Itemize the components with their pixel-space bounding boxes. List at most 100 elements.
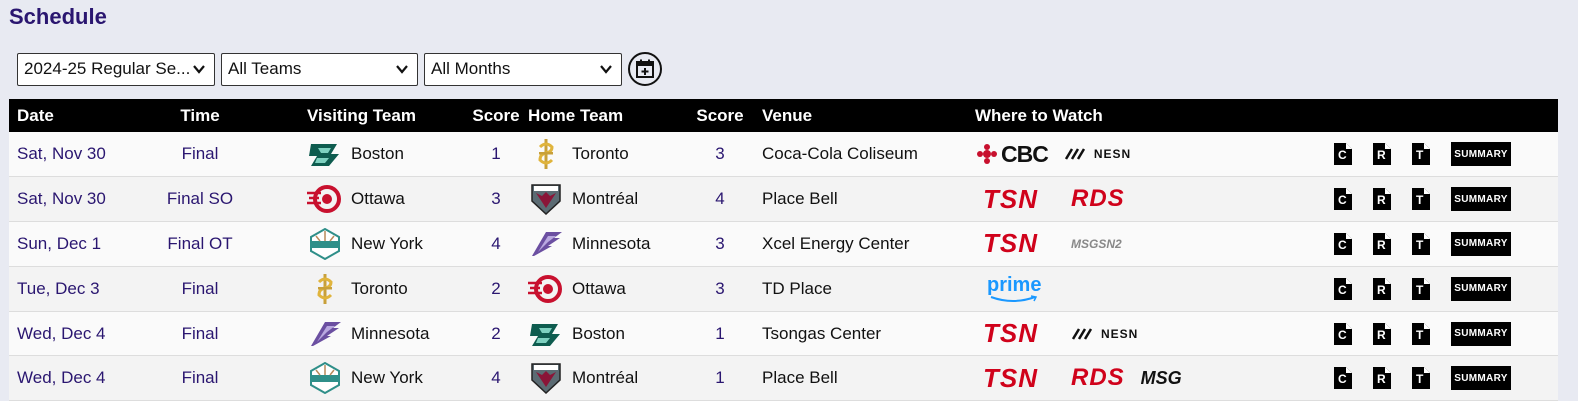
visiting-team[interactable]: New York (254, 362, 464, 395)
header-venue[interactable]: Venue (762, 105, 813, 125)
report-c-icon[interactable]: C (1334, 367, 1352, 390)
report-c-icon[interactable]: C (1334, 188, 1352, 211)
add-to-calendar-button[interactable] (628, 52, 662, 86)
report-t-icon[interactable]: T (1412, 143, 1430, 166)
summary-button[interactable]: SUMMARY (1451, 142, 1511, 167)
game-actions: C R T SUMMARY (1334, 187, 1558, 212)
report-t-icon[interactable]: T (1412, 322, 1430, 345)
visitor-score: 3 (491, 189, 501, 209)
report-r-icon[interactable]: R (1373, 277, 1391, 300)
home-team[interactable]: Montréal (528, 362, 688, 395)
game-time[interactable]: Final (181, 144, 219, 164)
broadcaster-nesn-logo[interactable]: NESN (1071, 327, 1138, 341)
visiting-team-name: Toronto (351, 278, 408, 298)
report-t-icon[interactable]: T (1412, 232, 1430, 255)
game-actions: C R T SUMMARY (1334, 231, 1558, 256)
home-team[interactable]: Toronto (528, 138, 688, 170)
broadcaster-rds-logo[interactable]: RDS (1071, 364, 1125, 392)
report-r-letter: R (1377, 237, 1386, 252)
table-row: Sat, Nov 30 Final SO Ottawa 3 Montréal 4 Place… (9, 176, 1558, 222)
report-c-icon[interactable]: C (1334, 277, 1352, 300)
report-r-icon[interactable]: R (1373, 367, 1391, 390)
report-t-icon[interactable]: T (1412, 367, 1430, 390)
visitor-score: 4 (491, 368, 501, 388)
visiting-team[interactable]: Minnesota (254, 318, 464, 350)
game-time[interactable]: Final (181, 278, 219, 298)
game-time[interactable]: Final OT (167, 233, 233, 253)
ottawa-logo (528, 273, 572, 305)
ottawa-logo (307, 183, 351, 215)
report-r-icon[interactable]: R (1373, 232, 1391, 255)
summary-button[interactable]: SUMMARY (1451, 187, 1511, 212)
boston-logo (528, 318, 572, 350)
game-date: Sat, Nov 30 (17, 189, 106, 209)
game-actions: C R T SUMMARY (1334, 142, 1558, 167)
home-team[interactable]: Montréal (528, 183, 688, 216)
broadcaster-cbc-logo[interactable]: CBC (975, 140, 1049, 168)
game-date: Wed, Dec 4 (17, 368, 106, 388)
report-r-letter: R (1377, 282, 1386, 297)
visiting-team[interactable]: Toronto (254, 273, 464, 305)
home-team[interactable]: Boston (528, 318, 688, 350)
toronto-logo (528, 138, 572, 170)
header-visiting-team[interactable]: Visiting Team (307, 105, 416, 125)
broadcaster-rds-logo[interactable]: RDS (1071, 185, 1125, 213)
where-to-watch: TSN NESN (975, 318, 1334, 349)
summary-button[interactable]: SUMMARY (1451, 276, 1511, 301)
broadcaster-msgsn2-logo[interactable]: MSGSN2 (1071, 236, 1122, 251)
summary-button[interactable]: SUMMARY (1451, 366, 1511, 391)
broadcaster-msg-logo[interactable]: MSG (1140, 367, 1182, 388)
table-header-row: Date Time Visiting Team Score Home Team … (9, 99, 1558, 132)
calendar-add-icon (636, 59, 654, 78)
summary-button[interactable]: SUMMARY (1451, 321, 1511, 346)
header-visitor-score[interactable]: Score (472, 105, 520, 125)
game-time[interactable]: Final SO (166, 189, 234, 209)
broadcaster-name: CBC (1001, 140, 1049, 167)
report-r-icon[interactable]: R (1373, 322, 1391, 345)
report-t-icon[interactable]: T (1412, 277, 1430, 300)
summary-button[interactable]: SUMMARY (1451, 231, 1511, 256)
filter-bar: 2024-25 Regular Se... All Teams All Mont… (17, 52, 662, 86)
visiting-team[interactable]: New York (254, 227, 464, 260)
venue: Coca-Cola Coliseum (762, 144, 918, 164)
game-time[interactable]: Final (181, 323, 219, 343)
minnesota-logo (528, 228, 572, 260)
header-home-score[interactable]: Score (696, 105, 744, 125)
table-row: Wed, Dec 4 Final Minnesota 2 Boston 1 Tsongas … (9, 311, 1558, 356)
chevron-down-icon (396, 65, 408, 74)
header-time[interactable]: Time (180, 105, 220, 125)
header-home-team[interactable]: Home Team (528, 105, 624, 125)
broadcaster-tsn-logo[interactable]: TSN (983, 228, 1038, 259)
game-time[interactable]: Final (181, 368, 219, 388)
report-c-icon[interactable]: C (1334, 143, 1352, 166)
broadcaster-tsn-logo[interactable]: TSN (983, 362, 1038, 393)
broadcaster-nesn-logo[interactable]: NESN (1064, 147, 1131, 161)
home-team[interactable]: Ottawa (528, 273, 688, 305)
visiting-team-name: New York (351, 233, 423, 253)
visiting-team[interactable]: Ottawa (254, 183, 464, 215)
report-c-letter: C (1338, 148, 1347, 163)
report-r-icon[interactable]: R (1373, 143, 1391, 166)
boston-logo (307, 138, 351, 170)
report-r-icon[interactable]: R (1373, 188, 1391, 211)
header-date[interactable]: Date (17, 105, 54, 125)
broadcaster-prime-logo[interactable]: prime (987, 275, 1041, 303)
report-c-letter: C (1338, 282, 1347, 297)
venue: Tsongas Center (762, 323, 882, 343)
report-c-letter: C (1338, 193, 1347, 208)
report-t-icon[interactable]: T (1412, 188, 1430, 211)
report-c-letter: C (1338, 327, 1347, 342)
broadcaster-name: NESN (1101, 326, 1139, 341)
report-r-letter: R (1377, 327, 1386, 342)
broadcaster-tsn-logo[interactable]: TSN (983, 183, 1038, 214)
report-c-icon[interactable]: C (1334, 322, 1352, 345)
months-select[interactable]: All Months (424, 52, 622, 86)
season-select[interactable]: 2024-25 Regular Se... (17, 52, 215, 86)
visiting-team[interactable]: Boston (254, 138, 464, 170)
broadcaster-tsn-logo[interactable]: TSN (983, 318, 1038, 349)
home-team[interactable]: Minnesota (528, 228, 688, 260)
visitor-score: 2 (491, 323, 501, 343)
visitor-score: 4 (491, 233, 501, 253)
report-c-icon[interactable]: C (1334, 232, 1352, 255)
teams-select[interactable]: All Teams (221, 52, 418, 86)
